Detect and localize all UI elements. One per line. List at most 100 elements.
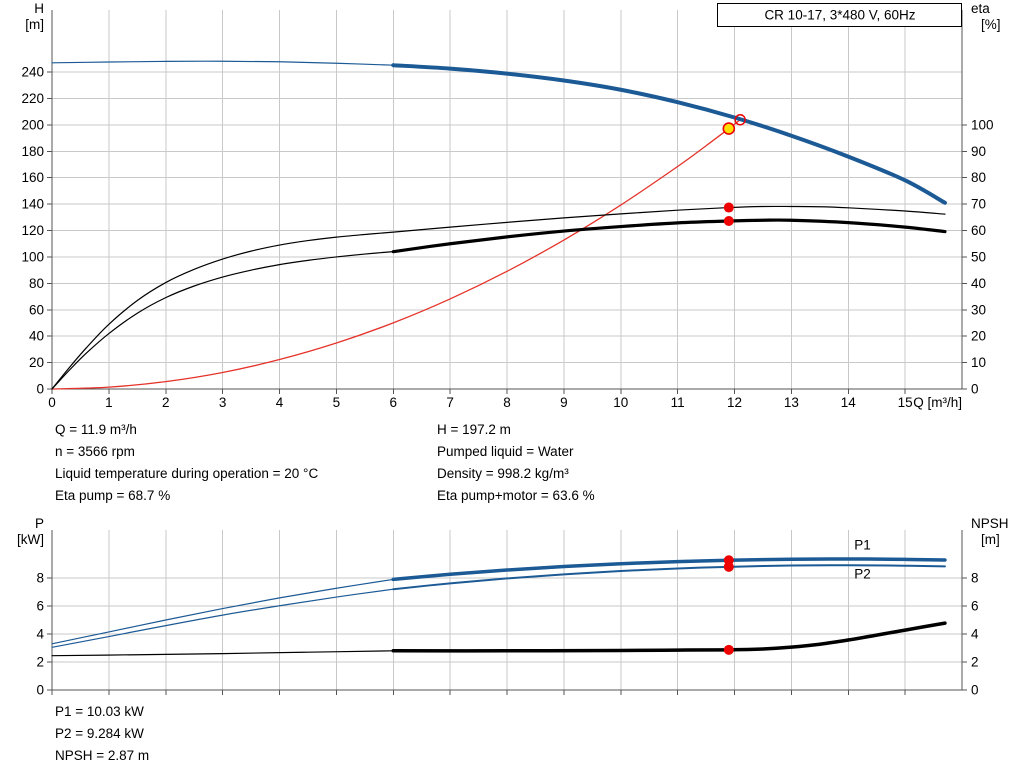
- y-right-tick-label: 100: [971, 117, 994, 132]
- y-left-tick-label: 140: [21, 197, 44, 212]
- x-tick-label: 4: [276, 395, 284, 410]
- y-left-axis-title: [kW]: [17, 532, 44, 547]
- x-tick-label: 0: [48, 395, 56, 410]
- y-right-tick-label: 70: [971, 197, 986, 212]
- y-right-axis-title: NPSH: [971, 516, 1009, 531]
- x-tick-label: 11: [671, 395, 685, 410]
- x-tick-label: 1: [105, 395, 113, 410]
- eta-pump-curve: [51, 205, 946, 390]
- info-density: Density = 998.2 kg/m³: [437, 466, 569, 481]
- x-tick-label: 2: [162, 395, 170, 410]
- y-left-tick-label: 4: [36, 627, 44, 642]
- p2-label: P2: [854, 567, 871, 582]
- x-tick-label: 15: [898, 395, 913, 410]
- power-npsh-chart-container: 0 2 4 6 8 0 2 4 6 8 P [kW] NPSH [m] P1 P2: [0, 515, 1024, 710]
- y-left-tick-label: 6: [36, 599, 44, 614]
- duty-point: [722, 122, 736, 135]
- eta-pump-motor-curve: [391, 218, 947, 254]
- duty-info-left-column: Q = 11.9 m³/h n = 3566 rpm Liquid temper…: [55, 419, 318, 507]
- y-left-axis-title: H: [34, 1, 44, 16]
- qh-eta-chart: 0204060801001201401601802002202400102030…: [21, 1, 1000, 410]
- y-left-tick-label: 80: [29, 276, 44, 291]
- x-tick-label: 6: [389, 395, 397, 410]
- x-tick-label: 3: [219, 395, 227, 410]
- eta-pump-point: [723, 202, 734, 213]
- x-tick-label: 8: [503, 395, 511, 410]
- npsh-curve-extension: [51, 650, 394, 657]
- y-right-tick-label: 90: [971, 144, 986, 159]
- p2-curve-extension: [51, 588, 394, 648]
- y-right-tick-label: 40: [971, 276, 986, 291]
- x-tick-label: 13: [784, 395, 799, 410]
- y-right-tick-label: 0: [971, 683, 979, 698]
- y-right-axis-title: [m]: [981, 532, 1000, 547]
- x-tick-label: 9: [560, 395, 568, 410]
- info-npsh: NPSH = 2.87 m: [55, 748, 150, 763]
- y-left-tick-label: 120: [21, 223, 44, 238]
- y-left-tick-label: 180: [21, 144, 44, 159]
- info-liquid-temperature: Liquid temperature during operation = 20…: [55, 466, 319, 481]
- axes: [47, 10, 967, 394]
- y-left-tick-label: 200: [21, 117, 44, 132]
- info-eta-pump-motor: Eta pump+motor = 63.6 %: [437, 488, 595, 503]
- info-p1: P1 = 10.03 kW: [55, 704, 144, 719]
- axis-labels: 0204060801001201401601802002202400102030…: [21, 1, 1000, 410]
- y-right-tick-label: 30: [971, 302, 986, 317]
- y-left-tick-label: 60: [29, 302, 44, 317]
- p1-label: P1: [854, 537, 871, 552]
- info-head: H = 197.2 m: [437, 422, 511, 437]
- x-tick-label: 12: [727, 395, 742, 410]
- y-left-tick-label: 40: [29, 329, 44, 344]
- info-speed: n = 3566 rpm: [55, 444, 135, 459]
- y-right-tick-label: 10: [971, 355, 986, 370]
- y-left-tick-label: 0: [36, 382, 44, 397]
- y-left-axis-title: P: [35, 516, 44, 531]
- y-right-axis-title: [%]: [981, 17, 1001, 32]
- info-flow: Q = 11.9 m³/h: [55, 422, 137, 437]
- qh-curve-extension: [51, 60, 394, 66]
- system-curve: [51, 119, 741, 390]
- x-tick-label: 10: [613, 395, 628, 410]
- y-left-tick-label: 0: [36, 683, 44, 698]
- y-left-tick-label: 160: [21, 170, 44, 185]
- y-left-tick-label: 100: [21, 249, 44, 264]
- axis-labels: 0 2 4 6 8 0 2 4 6 8 P[kW] NPSH[m]: [17, 516, 1009, 698]
- y-right-tick-label: 8: [971, 571, 979, 586]
- y-left-axis-title: [m]: [25, 17, 44, 32]
- x-tick-label: 5: [333, 395, 341, 410]
- y-right-axis-title: eta: [971, 1, 990, 16]
- power-npsh-chart: 0 2 4 6 8 0 2 4 6 8 P[kW] NPSH[m] P1 P2: [17, 516, 1009, 698]
- y-right-tick-label: 80: [971, 170, 986, 185]
- info-p2: P2 = 9.284 kW: [55, 726, 144, 741]
- y-right-tick-label: 6: [971, 599, 979, 614]
- y-right-tick-label: 4: [971, 627, 979, 642]
- eta-pump-motor-point: [723, 216, 734, 227]
- qh-eta-chart-container: 0 20 40 60 80 100 120 140 160 180 200 220 240 0 10 20 30…: [21, 1, 1000, 410]
- pump-title-box: [717, 3, 962, 27]
- y-left-tick-label: 20: [29, 355, 44, 370]
- gridlines: [52, 530, 962, 690]
- y-left-tick-label: 2: [36, 655, 44, 670]
- info-pumped-liquid: Pumped liquid = Water: [437, 444, 574, 459]
- y-right-tick-label: 20: [971, 329, 986, 344]
- info-eta-pump: Eta pump = 68.7 %: [55, 488, 171, 503]
- p1-curve-extension: [51, 578, 394, 645]
- intersection-point: [734, 114, 746, 126]
- x-tick-label: 14: [841, 395, 857, 410]
- y-right-tick-label: 0: [971, 382, 979, 397]
- npsh-curve: [391, 621, 947, 653]
- p1-curve: [391, 557, 947, 582]
- power-info-block: P1 = 10.03 kW P2 = 9.284 kW NPSH = 2.87 …: [55, 701, 149, 767]
- p2-curve: [392, 564, 946, 591]
- y-left-tick-label: 8: [36, 571, 44, 586]
- y-right-tick-label: 2: [971, 655, 979, 670]
- x-axis-title: Q [m³/h]: [913, 395, 962, 410]
- x-tick-label: 7: [446, 395, 454, 410]
- duty-info-right-column: H = 197.2 m Pumped liquid = Water Densit…: [437, 419, 595, 507]
- npsh-point: [723, 644, 734, 655]
- y-left-tick-label: 240: [21, 65, 44, 80]
- qh-curve: [391, 63, 947, 205]
- p2-point: [723, 561, 734, 572]
- gridlines: [52, 10, 962, 389]
